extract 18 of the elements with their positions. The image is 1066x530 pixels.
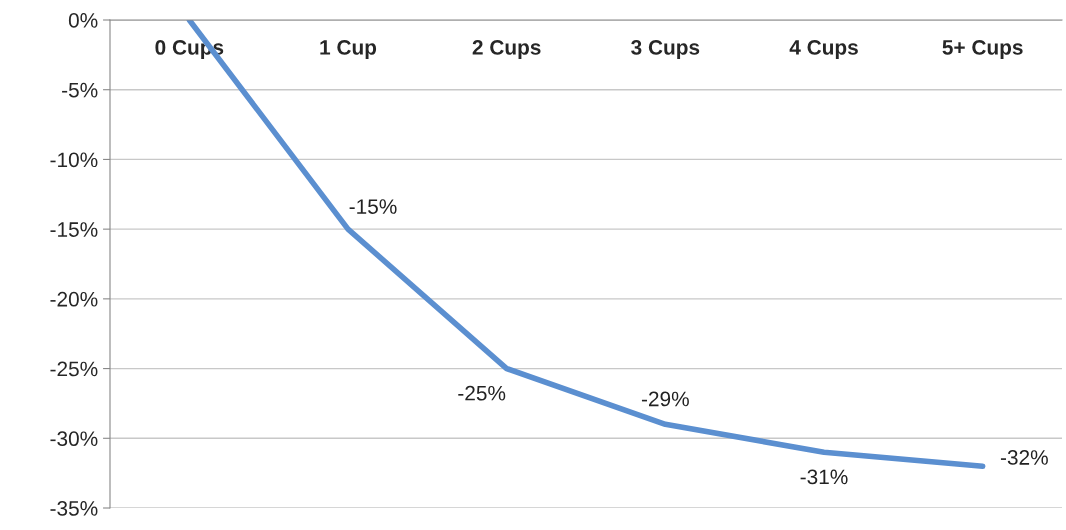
y-tick-label: 0% [68,13,98,28]
y-tick-label: -25% [50,361,98,377]
y-tick-label: -30% [50,431,98,447]
data-label: -31% [800,469,848,485]
y-tick-label: -10% [50,152,98,168]
x-tick-label: 1 Cup [320,40,377,59]
data-label: -25% [458,385,506,401]
x-tick-label: 3 Cups [631,40,700,59]
y-tick-label: -15% [50,222,98,237]
x-tick-label: 4 Cups [789,40,858,59]
y-tick-label: -20% [50,291,98,307]
data-label: -29% [641,391,689,407]
x-tick-label: 2 Cups [472,40,541,59]
y-tick-label: -35% [50,501,98,516]
y-tick-label: -5% [62,82,98,98]
x-tick-label: 5+ Cups [942,40,1023,59]
data-label: -32% [1000,450,1048,465]
data-label: -15% [349,199,397,214]
